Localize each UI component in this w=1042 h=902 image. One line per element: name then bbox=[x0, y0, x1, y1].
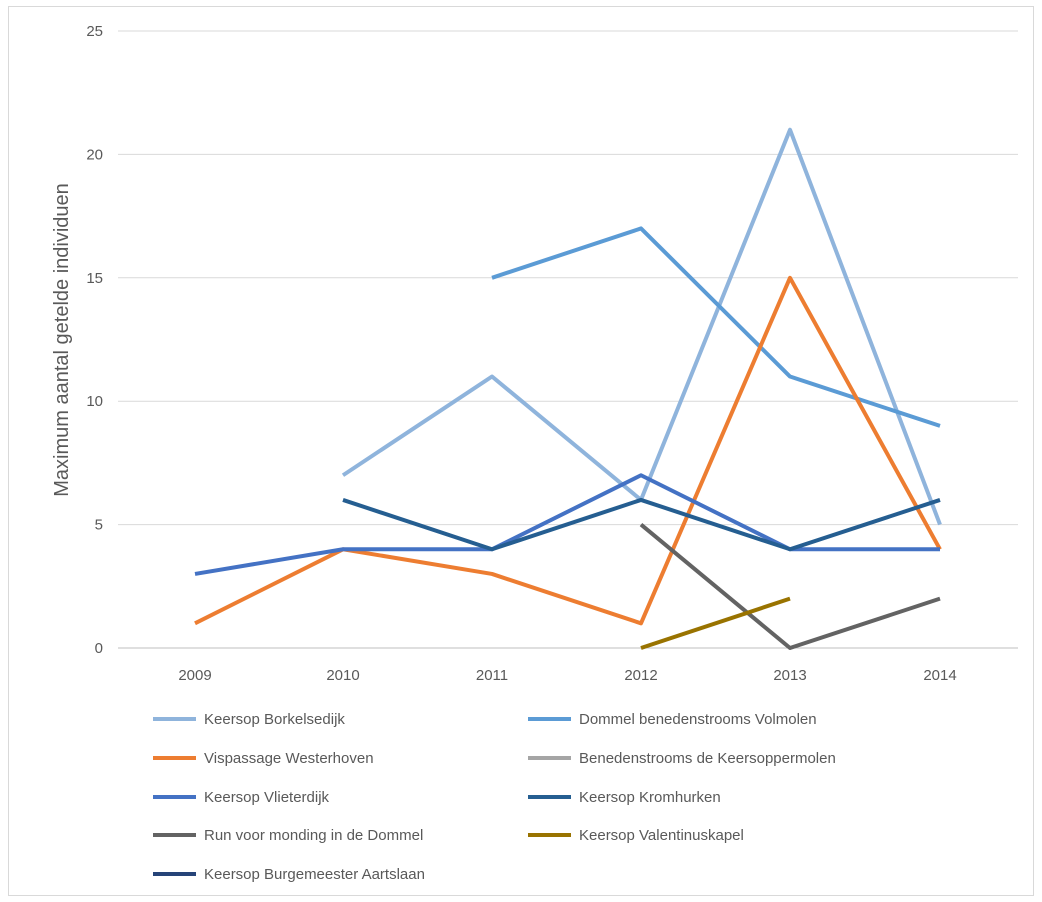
x-tick-label: 2012 bbox=[624, 667, 657, 684]
legend-item: Vispassage Westerhoven bbox=[153, 750, 374, 767]
x-axis-ticks: 2009 2010 2011 2012 2013 2014 bbox=[178, 667, 956, 684]
legend-item: Keersop Kromhurken bbox=[528, 789, 721, 806]
legend-label: Keersop Borkelsedijk bbox=[204, 711, 345, 728]
y-tick-label: 25 bbox=[86, 23, 103, 40]
series-line bbox=[194, 275, 942, 626]
y-axis-title: Maximum aantal getelde individuen bbox=[51, 183, 73, 497]
y-tick-label: 10 bbox=[86, 393, 103, 410]
legend-label: Run voor monding in de Dommel bbox=[204, 827, 423, 844]
legend-item: Keersop Valentinuskapel bbox=[528, 827, 744, 844]
y-tick-label: 0 bbox=[95, 640, 103, 657]
legend-item: Keersop Burgemeester Aartslaan bbox=[153, 866, 425, 883]
x-tick-label: 2014 bbox=[923, 667, 956, 684]
legend-label: Benedenstrooms de Keersoppermolen bbox=[579, 750, 836, 767]
legend-item: Dommel benedenstrooms Volmolen bbox=[528, 711, 817, 728]
legend-item: Benedenstrooms de Keersoppermolen bbox=[528, 750, 836, 767]
series-line bbox=[491, 226, 941, 428]
y-axis-ticks: 0 5 10 15 20 25 bbox=[86, 23, 103, 657]
legend-label: Keersop Vlieterdijk bbox=[204, 789, 330, 806]
legend-item: Keersop Borkelsedijk bbox=[153, 711, 345, 728]
legend-label: Dommel benedenstrooms Volmolen bbox=[579, 711, 817, 728]
series-lines bbox=[194, 127, 942, 650]
x-tick-label: 2013 bbox=[773, 667, 806, 684]
legend-item: Keersop Vlieterdijk bbox=[153, 789, 330, 806]
series-line bbox=[194, 473, 940, 576]
legend: Keersop Borkelsedijk Dommel benedenstroom… bbox=[153, 711, 836, 883]
legend-label: Keersop Valentinuskapel bbox=[579, 827, 744, 844]
legend-label: Keersop Kromhurken bbox=[579, 789, 721, 806]
y-tick-label: 20 bbox=[86, 146, 103, 163]
legend-label: Vispassage Westerhoven bbox=[204, 750, 374, 767]
legend-label: Keersop Burgemeester Aartslaan bbox=[204, 866, 425, 883]
y-tick-label: 15 bbox=[86, 270, 103, 287]
x-tick-label: 2011 bbox=[476, 667, 508, 684]
gridlines bbox=[118, 30, 1018, 649]
series-line bbox=[639, 523, 941, 650]
x-tick-label: 2010 bbox=[326, 667, 359, 684]
series-line bbox=[342, 497, 941, 552]
series-line bbox=[640, 596, 791, 650]
x-tick-label: 2009 bbox=[178, 667, 211, 684]
legend-item: Run voor monding in de Dommel bbox=[153, 827, 423, 844]
y-tick-label: 5 bbox=[95, 517, 103, 534]
series-line bbox=[341, 127, 942, 526]
